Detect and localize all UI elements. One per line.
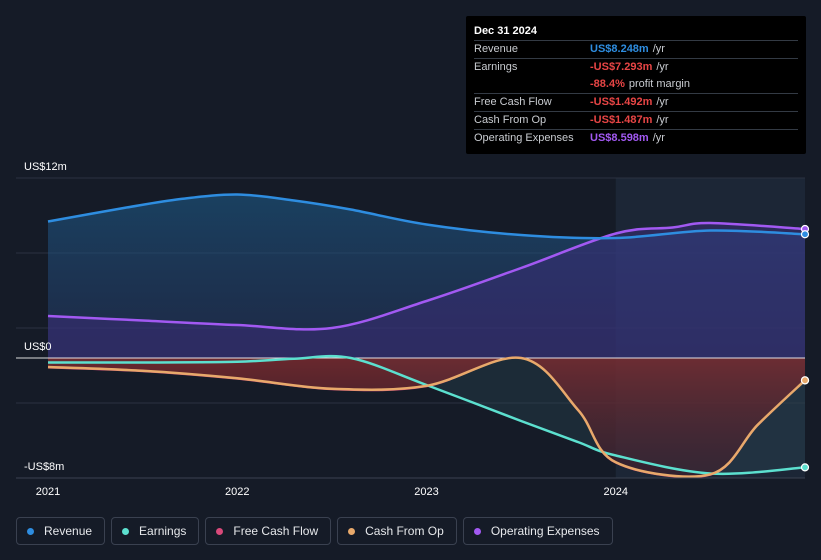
tooltip-row-unit: /yr [656,61,669,73]
tooltip-row-label [474,76,590,93]
legend-dot-icon [27,527,34,535]
endpoint-cash-from-op [800,376,810,385]
tooltip: Dec 31 2024 Revenue US$8.248m/yr Earnings -… [466,16,806,154]
legend-label: Revenue [44,524,93,538]
tooltip-row-value: -US$1.487m [590,114,653,126]
area-free-cash-flow [48,357,805,478]
x-tick-label: 2022 [225,486,249,498]
tooltip-row-label: Cash From Op [474,114,547,126]
tooltip-row: -88.4% profit margin [474,76,798,93]
tooltip-row-unit: profit margin [628,78,690,90]
legend-dot-icon [348,527,356,535]
legend: Revenue Earnings Free Cash Flow Cash From O… [16,517,613,545]
tooltip-date: Dec 31 2024 [474,25,537,37]
tooltip-row-unit: /yr [652,132,665,144]
legend-dot-icon [473,527,481,535]
tooltip-row: Free Cash Flow -US$1.492m/yr [474,93,798,111]
tooltip-row-value: US$8.248m [590,43,649,55]
legend-label: Earnings [139,524,187,538]
tooltip-row-unit: /yr [656,114,669,126]
line-operating-expenses [47,221,806,331]
tooltip-row-label: Earnings [474,61,518,73]
legend-dot-icon [122,527,130,535]
legend-label: Free Cash Flow [233,524,319,538]
legend-item-revenue[interactable]: Revenue [16,517,106,545]
y-tick-label: US$12m [24,161,67,173]
tooltip-row-unit: /yr [652,43,665,55]
tooltip-row: Earnings -US$7.293m/yr [474,58,798,76]
legend-label: Cash From Op [365,524,444,538]
tooltip-row-label: Free Cash Flow [474,96,552,108]
line-cash-from-op [47,356,806,478]
legend-dot-icon [216,527,224,535]
tooltip-row-label: Revenue [474,43,519,55]
area-operating-expenses [48,222,805,358]
area-cash-from-op [48,357,805,477]
legend-item-operating-expenses[interactable]: Operating Expenses [462,517,613,545]
tooltip-row: Revenue US$8.248m/yr [474,40,798,58]
legend-label: Operating Expenses [490,524,600,538]
x-tick-label: 2023 [414,486,438,498]
line-revenue [47,193,806,240]
endpoint-revenue [800,230,810,239]
tooltip-row: Cash From Op -US$1.487m/yr [474,111,798,129]
tooltip-row-label: Operating Expenses [474,132,574,144]
endpoint-earnings [800,463,810,472]
tooltip-row-value: US$8.598m [590,132,649,144]
legend-item-cash-from-op[interactable]: Cash From Op [337,517,457,545]
x-tick-label: 2024 [604,486,628,498]
legend-item-free-cash-flow[interactable]: Free Cash Flow [205,517,332,545]
tooltip-row-value: -88.4% [590,78,625,90]
x-tick-label: 2021 [36,486,60,498]
tooltip-row-unit: /yr [656,96,669,108]
y-tick-label: -US$8m [24,461,64,473]
y-tick-label: US$0 [24,341,52,353]
tooltip-rows: Revenue US$8.248m/yr Earnings -US$7.293m/yr… [474,40,798,147]
tooltip-row-value: -US$7.293m [590,61,653,73]
tooltip-row: Operating Expenses US$8.598m/yr [474,129,798,147]
legend-item-earnings[interactable]: Earnings [111,517,200,545]
tooltip-row-value: -US$1.492m [590,96,653,108]
